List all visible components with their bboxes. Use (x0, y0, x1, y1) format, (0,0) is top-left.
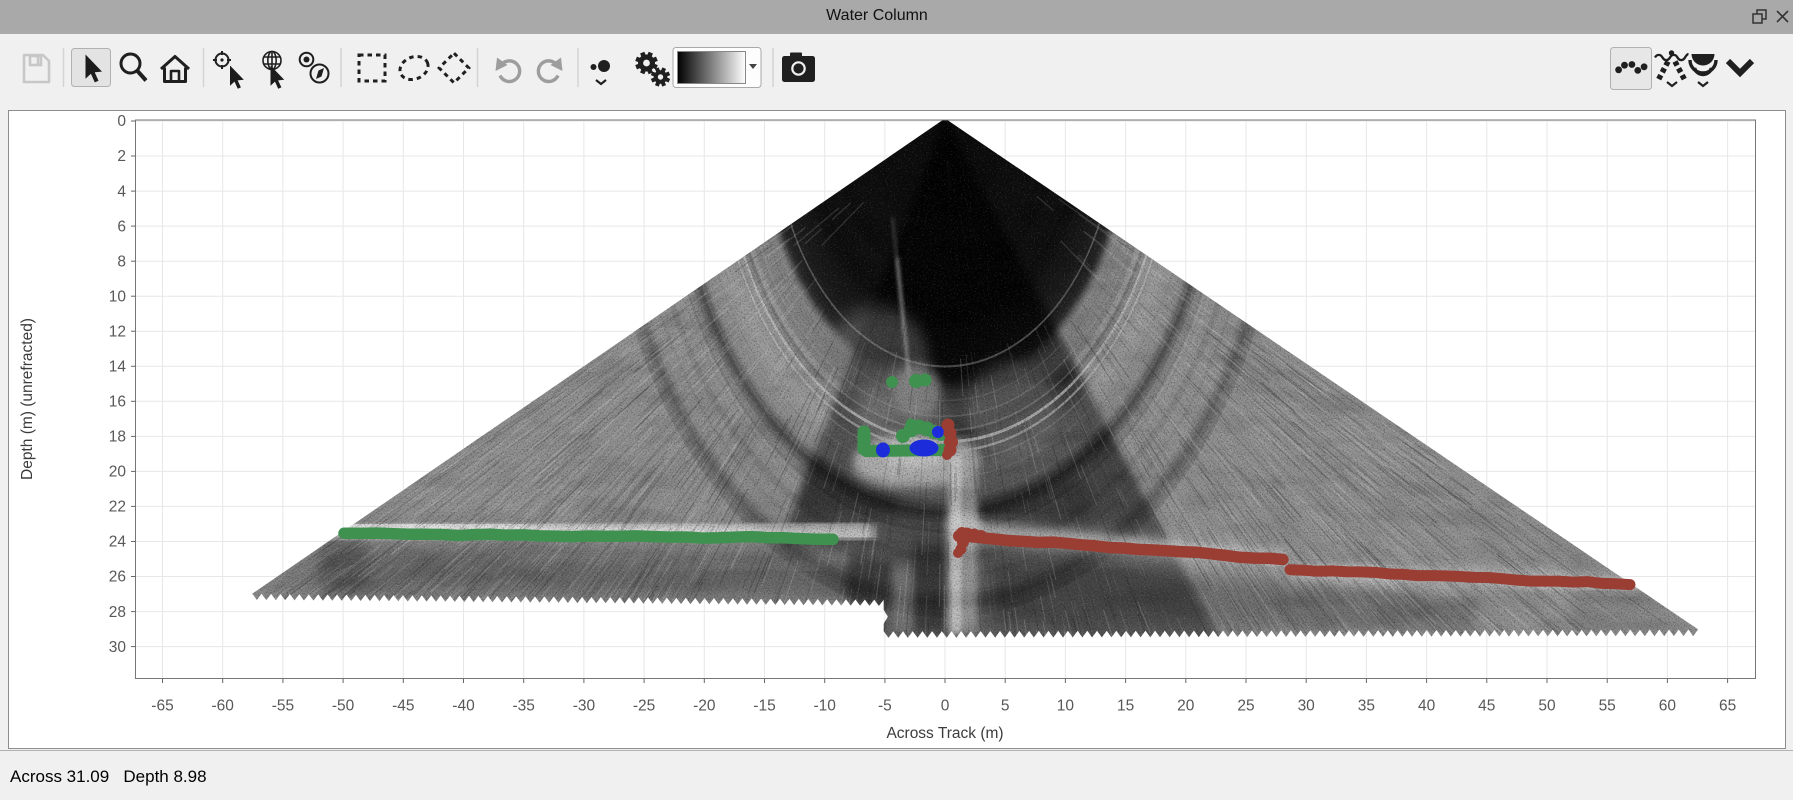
svg-text:6: 6 (117, 218, 126, 235)
svg-text:65: 65 (1719, 698, 1736, 715)
svg-text:-40: -40 (452, 698, 475, 715)
svg-text:8: 8 (117, 253, 126, 270)
svg-text:45: 45 (1478, 698, 1495, 715)
svg-text:5: 5 (1001, 698, 1010, 715)
svg-text:30: 30 (1298, 698, 1316, 715)
svg-text:-55: -55 (272, 698, 294, 715)
svg-text:60: 60 (1659, 698, 1677, 715)
svg-text:12: 12 (109, 323, 126, 340)
svg-text:15: 15 (1117, 698, 1134, 715)
svg-text:-5: -5 (878, 698, 892, 715)
svg-text:35: 35 (1358, 698, 1375, 715)
svg-text:-65: -65 (151, 698, 173, 715)
svg-text:40: 40 (1418, 698, 1436, 715)
svg-text:14: 14 (109, 359, 127, 376)
svg-text:16: 16 (109, 394, 126, 411)
svg-text:-60: -60 (211, 698, 234, 715)
svg-text:0: 0 (117, 113, 126, 130)
svg-text:10: 10 (109, 288, 127, 305)
svg-text:-50: -50 (332, 698, 355, 715)
svg-text:-45: -45 (392, 698, 414, 715)
svg-text:26: 26 (109, 569, 126, 586)
svg-text:-15: -15 (753, 698, 775, 715)
svg-text:50: 50 (1538, 698, 1556, 715)
svg-text:2: 2 (117, 148, 126, 165)
svg-text:-10: -10 (813, 698, 836, 715)
svg-text:25: 25 (1237, 698, 1254, 715)
svg-text:-25: -25 (633, 698, 655, 715)
svg-text:20: 20 (1177, 698, 1195, 715)
svg-text:4: 4 (117, 183, 126, 200)
svg-text:18: 18 (109, 429, 126, 446)
svg-text:-35: -35 (512, 698, 534, 715)
svg-text:10: 10 (1057, 698, 1075, 715)
svg-text:30: 30 (109, 639, 127, 656)
svg-text:20: 20 (109, 464, 127, 481)
svg-text:0: 0 (941, 698, 950, 715)
svg-text:28: 28 (109, 604, 126, 621)
svg-text:22: 22 (109, 499, 126, 516)
svg-text:Depth (m) (unrefracted): Depth (m) (unrefracted) (19, 318, 36, 480)
svg-text:55: 55 (1599, 698, 1616, 715)
svg-text:-30: -30 (573, 698, 596, 715)
svg-text:24: 24 (109, 534, 127, 551)
svg-text:-20: -20 (693, 698, 716, 715)
svg-text:Across Track (m): Across Track (m) (886, 725, 1003, 742)
